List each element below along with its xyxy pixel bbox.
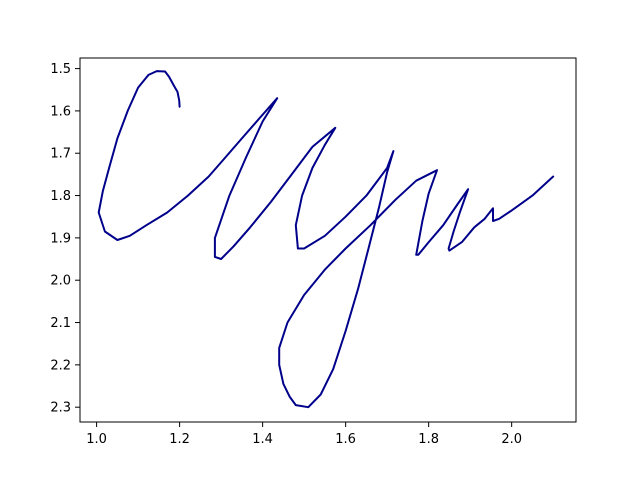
plot-area	[80, 58, 576, 422]
y-tick-label: 2.2	[50, 358, 71, 373]
y-tick-label: 1.9	[50, 231, 71, 246]
y-tick-label: 1.8	[50, 189, 71, 204]
x-axis: 1.0 1.2 1.4 1.6 1.8 2.0	[86, 422, 522, 447]
x-tick-label: 1.4	[252, 432, 273, 447]
y-tick-label: 1.5	[50, 62, 71, 77]
x-tick-label: 1.8	[418, 432, 439, 447]
x-tick-label: 1.6	[335, 432, 356, 447]
y-tick-label: 1.7	[50, 147, 71, 162]
series-layer	[97, 70, 555, 409]
y-tick-label: 2.1	[50, 316, 71, 331]
y-tick-label: 2.0	[50, 274, 71, 289]
y-axis: 1.5 1.6 1.7 1.8 1.9 2.0 2.1 2.2 2.3	[50, 62, 80, 416]
series-line-1	[97, 70, 555, 409]
x-tick-label: 1.0	[86, 432, 107, 447]
y-tick-label: 2.3	[50, 401, 71, 416]
x-tick-label: 2.0	[501, 432, 522, 447]
axes-frame	[79, 57, 577, 423]
y-tick-label: 1.6	[50, 104, 71, 119]
x-tick-label: 1.2	[169, 432, 190, 447]
